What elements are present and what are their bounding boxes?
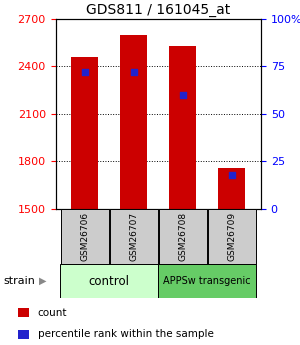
Text: ▶: ▶ (39, 276, 46, 286)
Bar (71, 57, 98, 209)
Text: percentile rank within the sample: percentile rank within the sample (38, 329, 214, 339)
Text: GSM26709: GSM26709 (227, 212, 236, 261)
Text: GSM26707: GSM26707 (129, 212, 138, 261)
Point (82, 69, 87, 75)
Bar (218, 168, 245, 209)
Title: GDS811 / 161045_at: GDS811 / 161045_at (86, 2, 230, 17)
Text: count: count (38, 308, 67, 318)
Bar (159, 209, 207, 264)
Text: GSM26708: GSM26708 (178, 212, 187, 261)
Bar (60, 264, 158, 298)
Bar (169, 46, 196, 209)
Bar (110, 209, 158, 264)
Bar (17, 308, 29, 317)
Point (229, 172, 234, 177)
Point (131, 69, 136, 75)
Bar (208, 209, 256, 264)
Bar (17, 330, 29, 338)
Bar (120, 35, 147, 209)
Text: APPSw transgenic: APPSw transgenic (164, 276, 251, 286)
Text: GSM26706: GSM26706 (80, 212, 89, 261)
Text: strain: strain (3, 276, 35, 286)
Text: control: control (89, 275, 130, 288)
Bar (158, 264, 256, 298)
Point (180, 92, 185, 98)
Bar (61, 209, 109, 264)
